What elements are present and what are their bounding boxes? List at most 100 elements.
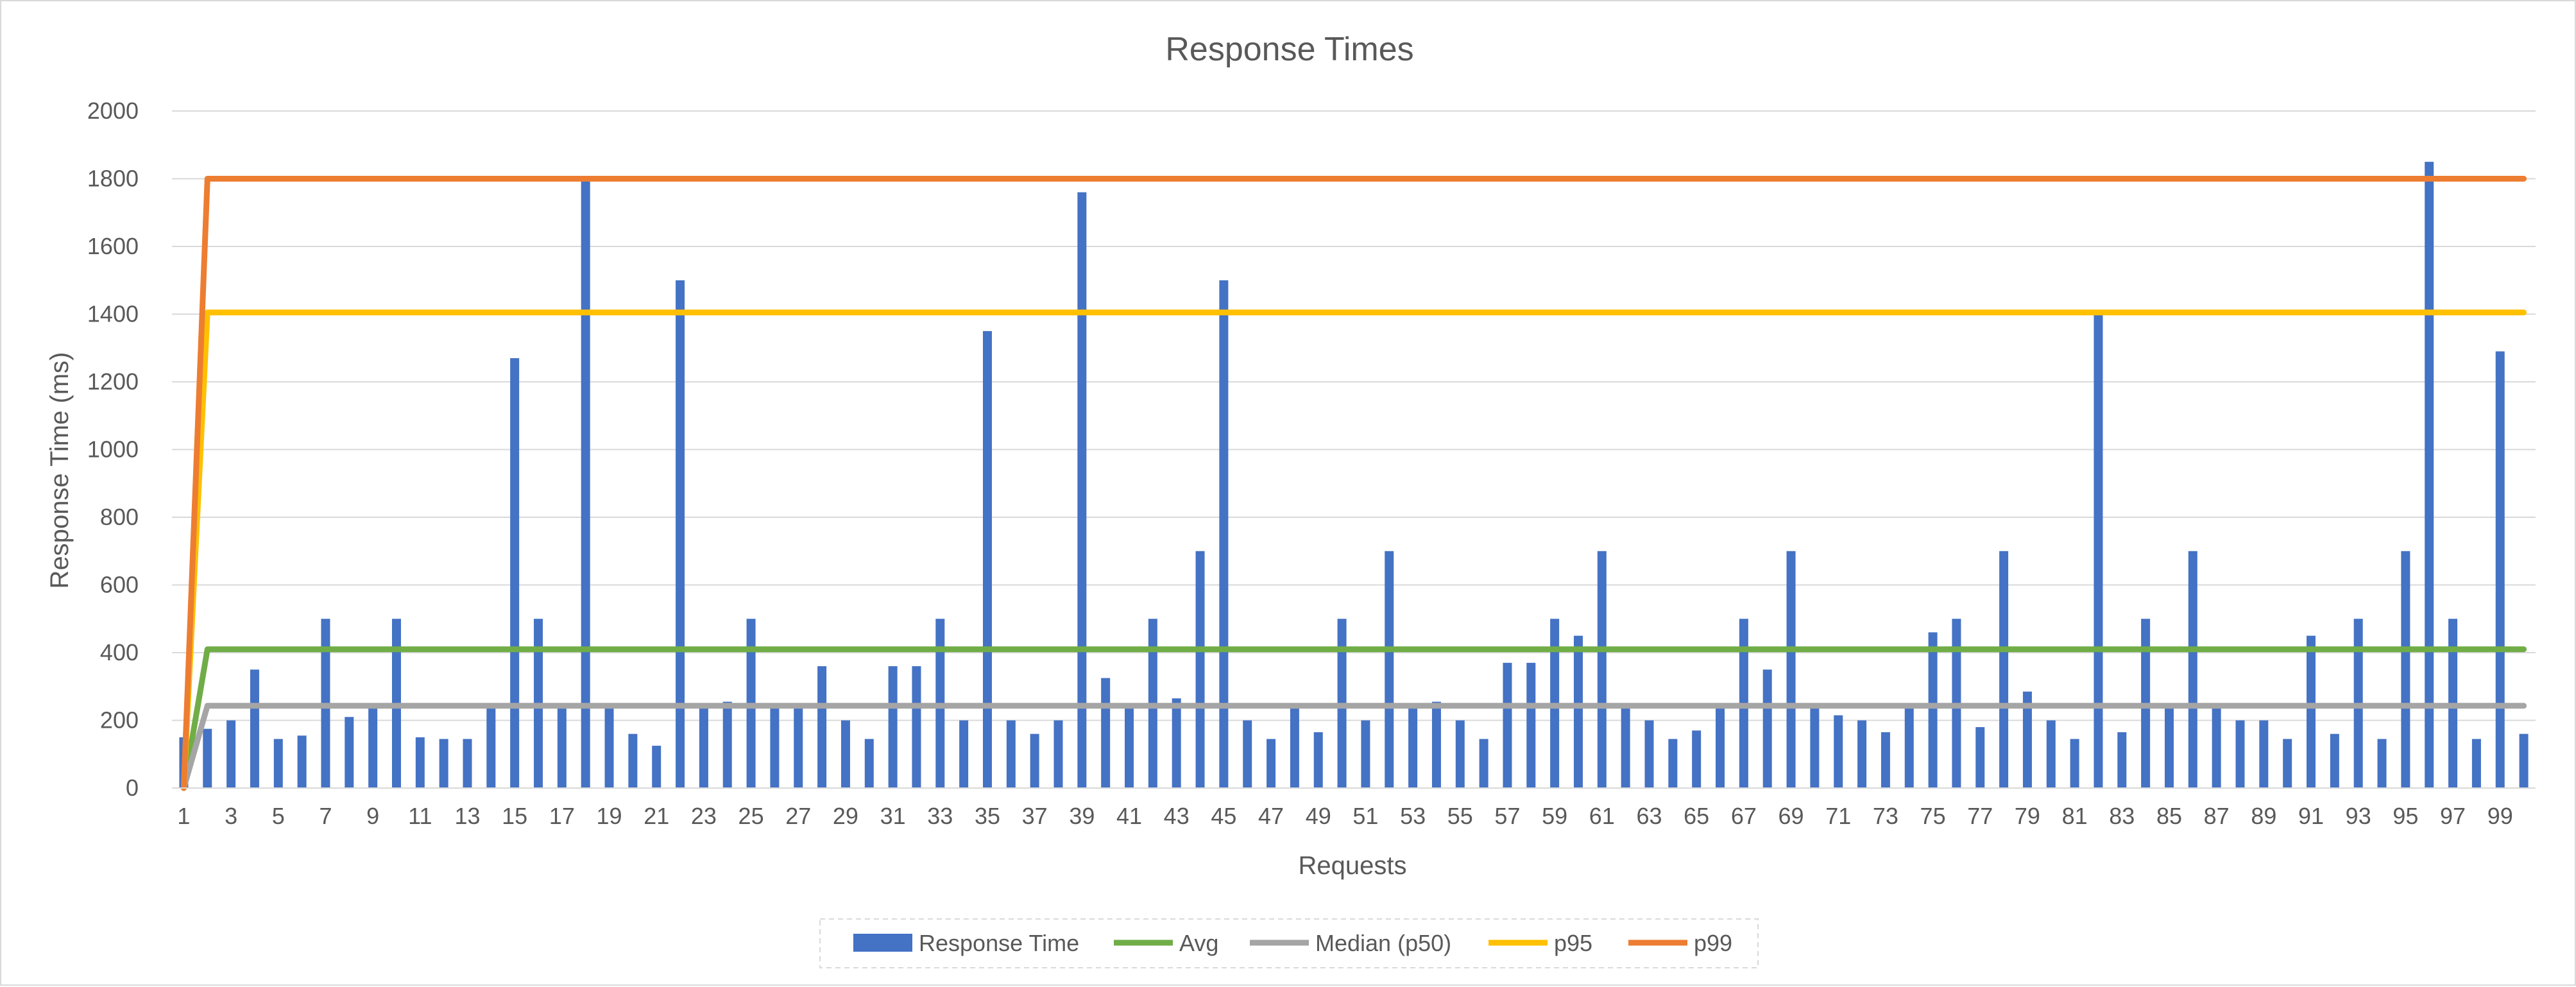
response-time-bar	[463, 739, 472, 788]
y-tick-label: 1200	[87, 368, 139, 395]
response-time-bar	[1881, 732, 1890, 788]
response-time-bar	[794, 707, 803, 788]
legend: Response Time Avg Median (p50) p95 p99	[819, 918, 1759, 968]
y-tick-label: 1000	[87, 436, 139, 463]
x-tick-label: 61	[1589, 803, 1615, 829]
chart-title: Response Times	[1165, 31, 1413, 68]
response-time-bar	[1455, 720, 1465, 788]
statistic-lines	[180, 176, 2527, 791]
x-tick-label: 3	[225, 803, 237, 829]
x-axis-ticks: 1 3 5 7 9 11 13 15 17 19 21 23 25 27 29 31 33 35 37 39 41 43 4…	[177, 803, 2512, 829]
response-time-bar	[2117, 732, 2127, 788]
y-tick-label: 1800	[87, 166, 139, 192]
gridlines	[172, 110, 2536, 721]
p99-line	[180, 176, 2527, 791]
response-time-bar	[1479, 739, 1488, 788]
response-time-bar	[1503, 662, 1512, 788]
response-time-bar	[2164, 707, 2174, 788]
response-time-bar	[722, 701, 732, 788]
response-time-bar	[1999, 551, 2009, 788]
response-time-bar	[1408, 707, 1418, 788]
response-time-bar	[2519, 734, 2529, 788]
response-time-bar	[864, 739, 874, 788]
response-time-bar	[1125, 707, 1134, 788]
response-time-bar	[297, 735, 307, 788]
y-tick-label: 600	[100, 572, 139, 598]
response-time-bar	[2094, 314, 2103, 788]
x-tick-label: 23	[691, 803, 717, 829]
x-tick-label: 41	[1116, 803, 1142, 829]
x-tick-label: 39	[1069, 803, 1095, 829]
response-time-bar	[1692, 730, 1702, 788]
x-tick-label: 55	[1447, 803, 1473, 829]
x-tick-label: 95	[2393, 803, 2418, 829]
x-tick-label: 21	[644, 803, 669, 829]
x-tick-label: 71	[1825, 803, 1851, 829]
response-time-bar	[1834, 715, 1843, 788]
response-time-bar	[2283, 739, 2292, 788]
response-time-bar	[817, 666, 827, 788]
response-time-bar	[1077, 192, 1087, 789]
response-time-bar	[2471, 739, 2481, 788]
x-tick-label: 73	[1873, 803, 1898, 829]
response-time-bar	[1267, 739, 1276, 788]
response-time-bar	[1716, 707, 1725, 788]
response-time-bar	[1644, 720, 1654, 788]
x-tick-label: 89	[2251, 803, 2276, 829]
response-time-bar	[2307, 635, 2316, 788]
x-tick-label: 33	[927, 803, 953, 829]
response-time-bar	[1621, 703, 1630, 788]
x-tick-label: 15	[502, 803, 527, 829]
response-time-bar	[1928, 632, 1938, 788]
response-time-bar	[250, 669, 259, 788]
response-time-bar	[557, 707, 567, 788]
y-axis-title: Response Time (ms)	[46, 352, 74, 589]
response-time-bar	[2022, 691, 2032, 788]
response-time-bar	[2259, 720, 2269, 788]
response-time-bar	[1385, 551, 1394, 788]
x-tick-label: 65	[1684, 803, 1709, 829]
response-time-bar	[2425, 162, 2434, 788]
response-time-bar	[2188, 551, 2197, 788]
x-tick-label: 91	[2298, 803, 2324, 829]
response-time-bar	[581, 178, 590, 788]
y-tick-label: 2000	[87, 98, 139, 124]
x-tick-label: 59	[1542, 803, 1567, 829]
x-tick-label: 57	[1494, 803, 1520, 829]
x-axis-title: Requests	[1299, 852, 1407, 880]
x-tick-label: 1	[177, 803, 190, 829]
x-tick-label: 75	[1920, 803, 1946, 829]
response-time-bar	[1904, 707, 1914, 788]
y-tick-label: 1400	[87, 301, 139, 327]
response-time-bar	[1030, 734, 1039, 788]
response-time-bar	[1573, 635, 1583, 788]
response-time-bar	[1526, 662, 1536, 788]
y-axis-ticks: 0 200 400 600 800 1000 1200 1400 1600 1800 2000	[87, 98, 139, 801]
response-time-bar	[2212, 707, 2221, 788]
x-tick-label: 97	[2440, 803, 2466, 829]
x-tick-label: 27	[785, 803, 811, 829]
response-time-bar	[1975, 727, 1985, 788]
response-time-bar	[273, 739, 283, 788]
response-time-bar	[676, 280, 685, 788]
response-time-bar	[699, 707, 708, 788]
legend-label-p95: p95	[1554, 930, 1592, 956]
legend-label-avg: Avg	[1179, 930, 1218, 956]
y-tick-label: 0	[126, 775, 139, 801]
response-time-bar	[840, 720, 850, 788]
response-time-bar	[1195, 551, 1205, 788]
response-time-bar	[1668, 739, 1678, 788]
x-tick-label: 85	[2156, 803, 2182, 829]
response-time-bar	[1313, 732, 1323, 788]
legend-label-p99: p99	[1694, 930, 1732, 956]
legend-label-median-p50: Median (p50)	[1315, 930, 1451, 956]
x-tick-label: 47	[1258, 803, 1284, 829]
x-tick-label: 11	[408, 803, 432, 829]
response-time-bar	[1290, 707, 1299, 788]
response-time-bar	[510, 358, 520, 788]
x-tick-label: 19	[597, 803, 622, 829]
response-time-bars	[179, 162, 2529, 789]
legend-box	[819, 918, 1759, 968]
